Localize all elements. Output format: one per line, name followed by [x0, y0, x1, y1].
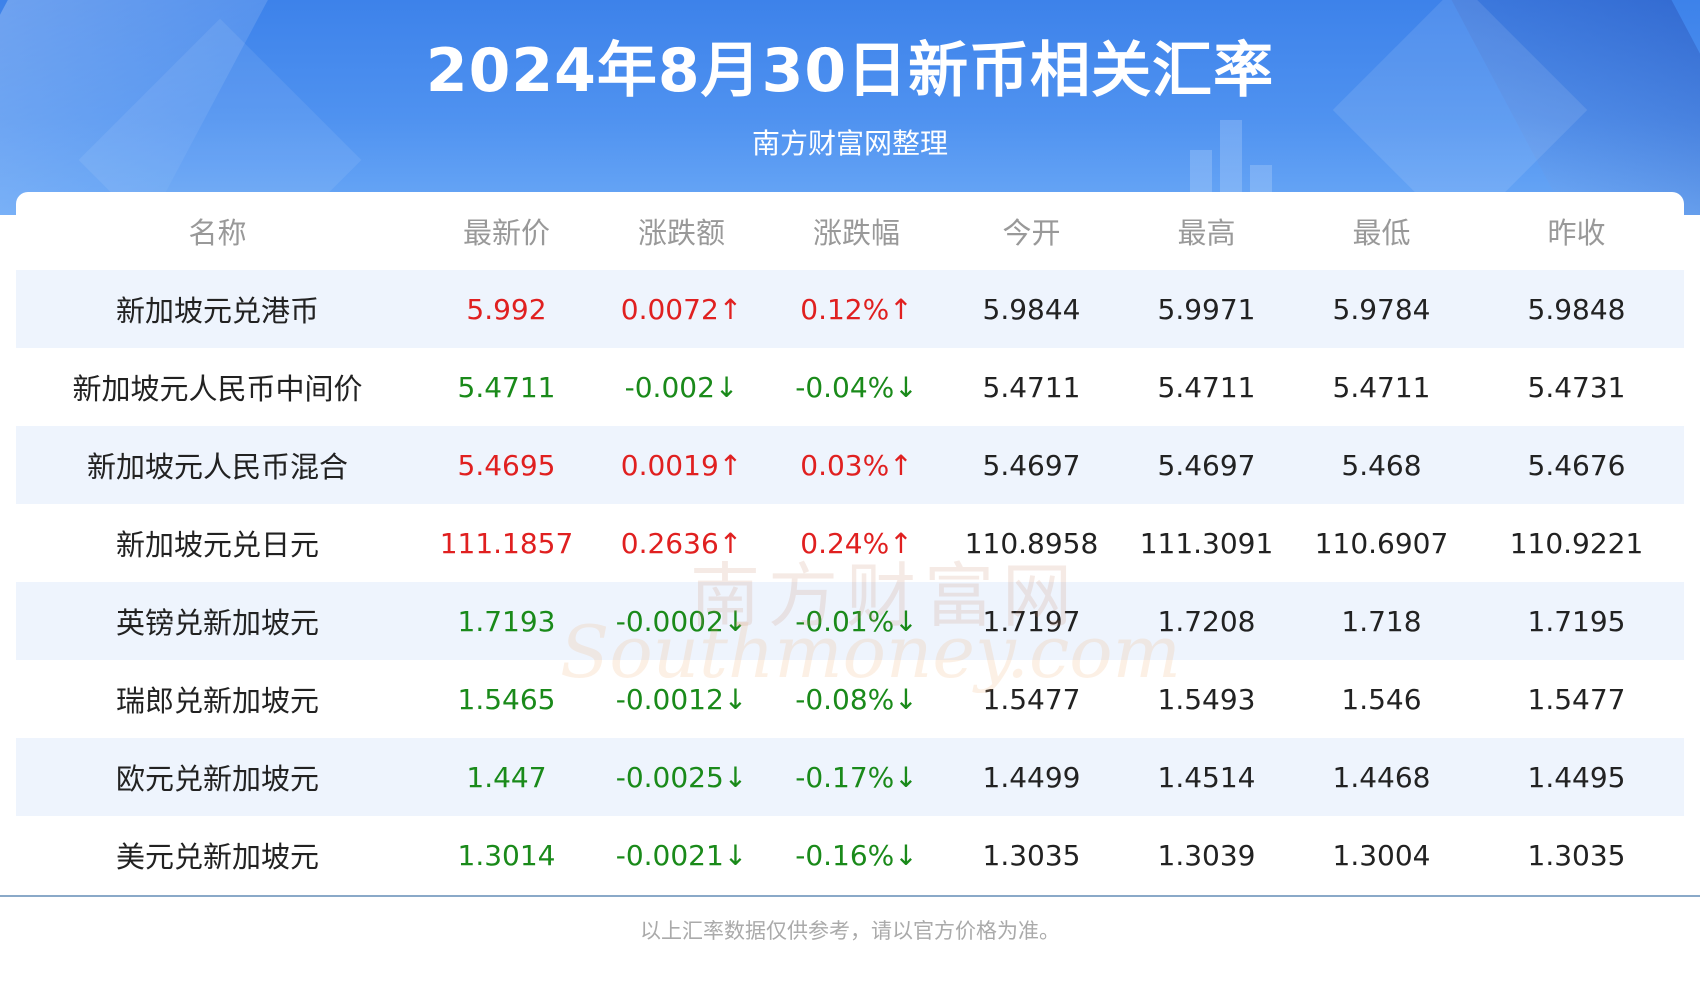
cell-low: 5.9784	[1294, 270, 1469, 348]
page-title: 2024年8月30日新币相关汇率	[425, 36, 1275, 106]
table-header-row: 名称 最新价 涨跌额 涨跌幅 今开 最高 最低 昨收	[16, 192, 1684, 270]
cell-change-pct: -0.04%↓	[795, 370, 918, 404]
cell-prev-close: 1.4495	[1469, 738, 1684, 816]
cell-prev-close: 5.4731	[1527, 370, 1626, 404]
footer-disclaimer: 以上汇率数据仅供参考，请以官方价格为准。	[640, 919, 1060, 943]
cell-open: 5.9844	[944, 270, 1119, 348]
cell-latest: 5.4695	[419, 426, 594, 504]
cell-prev-close: 5.9848	[1469, 270, 1684, 348]
page-subtitle: 南方财富网整理	[751, 127, 948, 160]
cell-high: 111.3091	[1139, 526, 1274, 560]
cell-name: 欧元兑新加坡元	[16, 738, 419, 816]
cell-change-pct: -0.01%↓	[769, 582, 944, 660]
column-header-high: 最高	[1177, 216, 1236, 250]
cell-open: 5.4711	[982, 370, 1081, 404]
cell-name: 瑞郎兑新加坡元	[115, 684, 319, 718]
cell-latest: 1.3014	[457, 838, 556, 872]
cell-low: 1.3004	[1332, 838, 1431, 872]
table-row: 新加坡元人民币混合 5.4695 0.0019↑ 0.03%↑ 5.4697 5.4697…	[16, 426, 1684, 504]
table-row: 欧元兑新加坡元 1.447 -0.0025↓ -0.17%↓ 1.4499 1.4514 1…	[16, 738, 1684, 816]
table-row: 英镑兑新加坡元 1.7193 -0.0002↓ -0.01%↓ 1.7197 1.7208…	[16, 582, 1684, 660]
cell-change-pct: 0.12%↑	[769, 270, 944, 348]
cell-change: -0.0025↓	[594, 738, 769, 816]
cell-change: -0.0002↓	[594, 582, 769, 660]
column-header-open: 今开	[1002, 216, 1061, 250]
column-header-change: 涨跌额	[637, 216, 725, 250]
column-header-change-pct: 涨跌幅	[812, 216, 900, 250]
table-row: 美元兑新加坡元 1.3014 -0.0021↓ -0.16%↓ 1.3035 1.3039…	[16, 816, 1684, 894]
cell-change: 0.0019↑	[594, 426, 769, 504]
cell-open: 1.5477	[982, 682, 1081, 716]
cell-latest: 1.447	[419, 738, 594, 816]
cell-name: 英镑兑新加坡元	[16, 582, 419, 660]
cell-change-pct: -0.16%↓	[795, 838, 918, 872]
exchange-rate-table: 名称 最新价 涨跌额 涨跌幅 今开 最高 最低 昨收 新加坡元兑港币 5.992 0…	[16, 192, 1684, 894]
cell-name: 新加坡元人民币中间价	[72, 372, 363, 406]
cell-prev-close: 5.4676	[1469, 426, 1684, 504]
cell-change-pct: -0.08%↓	[795, 682, 918, 716]
cell-open: 1.7197	[944, 582, 1119, 660]
table-row: 新加坡元兑日元 111.1857 0.2636↑ 0.24%↑ 110.8958 111.…	[16, 504, 1684, 582]
column-header-name: 名称	[188, 216, 247, 250]
cell-change: 0.0072↑	[594, 270, 769, 348]
cell-high: 1.7208	[1119, 582, 1294, 660]
column-header-low: 最低	[1352, 216, 1411, 250]
cell-high: 5.4711	[1157, 370, 1256, 404]
cell-low: 1.546	[1341, 682, 1422, 716]
cell-prev-close: 110.9221	[1509, 526, 1644, 560]
cell-prev-close: 1.7195	[1469, 582, 1684, 660]
column-header-latest: 最新价	[462, 216, 550, 250]
cell-latest: 1.5465	[457, 682, 556, 716]
cell-open: 1.4499	[944, 738, 1119, 816]
cell-change-pct: 0.24%↑	[800, 526, 913, 560]
table-row: 新加坡元人民币中间价 5.4711 -0.002↓ -0.04%↓ 5.4711 5.47…	[16, 348, 1684, 426]
cell-latest: 5.992	[419, 270, 594, 348]
table-row: 新加坡元兑港币 5.992 0.0072↑ 0.12%↑ 5.9844 5.9971 5.9…	[16, 270, 1684, 348]
column-header-prev-close: 昨收	[1547, 216, 1606, 250]
cell-low: 1.718	[1294, 582, 1469, 660]
cell-change: -0.0012↓	[615, 682, 748, 716]
cell-latest: 1.7193	[419, 582, 594, 660]
cell-change: -0.0021↓	[615, 838, 748, 872]
cell-latest: 5.4711	[457, 370, 556, 404]
cell-prev-close: 1.3035	[1527, 838, 1626, 872]
cell-change-pct: -0.17%↓	[769, 738, 944, 816]
cell-open: 5.4697	[944, 426, 1119, 504]
cell-high: 1.5493	[1157, 682, 1256, 716]
cell-change: 0.2636↑	[620, 526, 743, 560]
cell-high: 1.3039	[1157, 838, 1256, 872]
cell-change: -0.002↓	[624, 370, 739, 404]
cell-high: 5.4697	[1119, 426, 1294, 504]
cell-change-pct: 0.03%↑	[769, 426, 944, 504]
cell-low: 5.468	[1294, 426, 1469, 504]
divider	[0, 895, 1700, 897]
cell-open: 1.3035	[982, 838, 1081, 872]
cell-name: 新加坡元兑港币	[16, 270, 419, 348]
header-banner: 2024年8月30日新币相关汇率 南方财富网整理	[0, 0, 1700, 215]
cell-low: 1.4468	[1294, 738, 1469, 816]
cell-latest: 111.1857	[439, 526, 574, 560]
cell-high: 5.9971	[1119, 270, 1294, 348]
cell-open: 110.8958	[964, 526, 1099, 560]
cell-low: 5.4711	[1332, 370, 1431, 404]
cell-low: 110.6907	[1314, 526, 1449, 560]
cell-name: 新加坡元兑日元	[115, 528, 319, 562]
cell-prev-close: 1.5477	[1527, 682, 1626, 716]
cell-high: 1.4514	[1119, 738, 1294, 816]
cell-name: 美元兑新加坡元	[115, 840, 319, 874]
cell-name: 新加坡元人民币混合	[16, 426, 419, 504]
table-row: 瑞郎兑新加坡元 1.5465 -0.0012↓ -0.08%↓ 1.5477 1.5493…	[16, 660, 1684, 738]
